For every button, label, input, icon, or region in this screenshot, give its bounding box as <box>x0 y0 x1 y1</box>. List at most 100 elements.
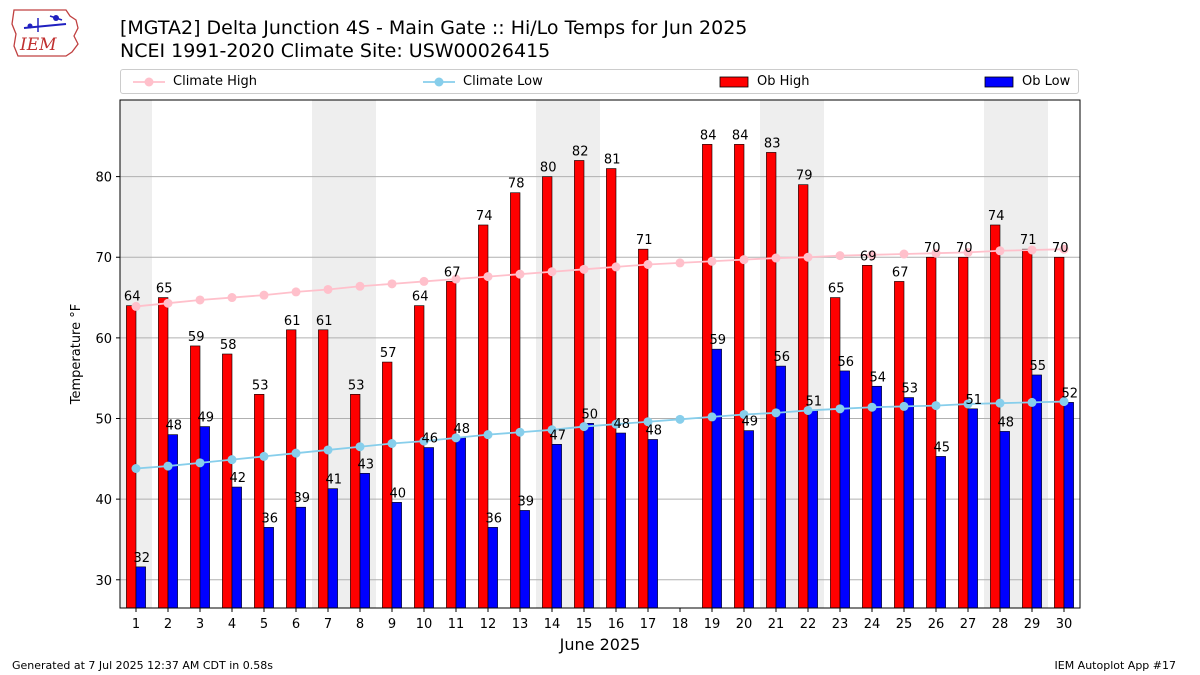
ob-low-bar-day-22 <box>807 410 818 608</box>
legend-label-climate-low: Climate Low <box>463 74 543 89</box>
ob-low-bar-day-27 <box>967 408 978 608</box>
x-tick-label-10: 10 <box>416 617 433 632</box>
ob-high-label-day-7: 61 <box>316 314 333 329</box>
x-tick-label-17: 17 <box>640 617 657 632</box>
x-tick-label-5: 5 <box>260 617 268 632</box>
ob-low-label-day-5: 36 <box>262 511 279 526</box>
ob-low-bar-day-1 <box>135 566 146 608</box>
climate-high-point-day-30 <box>1059 244 1069 254</box>
ob-high-bar-day-17 <box>638 248 649 608</box>
ob-high-label-day-23: 65 <box>828 282 845 297</box>
gridlines <box>120 176 1080 581</box>
ob-low-bar-day-11 <box>455 437 466 608</box>
ob-high-bar-day-20 <box>734 144 745 608</box>
ob-high-label-day-17: 71 <box>636 233 653 248</box>
climate-high-point-day-3 <box>195 295 205 305</box>
x-tick-label-3: 3 <box>196 617 204 632</box>
ob-high-bar-day-30 <box>1054 256 1065 608</box>
ob-high-bar-day-12 <box>478 224 489 608</box>
ob-high-bar-day-24 <box>862 265 873 608</box>
x-tick-label-20: 20 <box>736 617 753 632</box>
climate-low-point-day-13 <box>515 427 525 437</box>
x-tick-label-6: 6 <box>292 617 300 632</box>
ob-high-bar-day-26 <box>926 256 937 608</box>
ob-high-label-day-12: 74 <box>476 209 493 224</box>
climate-high-line <box>135 248 1065 308</box>
ob-low-bar-day-13 <box>519 510 530 608</box>
climate-high-point-day-20 <box>739 255 749 265</box>
ob-low-label-day-2: 48 <box>166 419 183 434</box>
climate-high-point-day-7 <box>323 284 333 294</box>
climate-high-point-day-10 <box>419 276 429 286</box>
ob-low-bar-day-2 <box>167 434 178 608</box>
chart-subtitle: NCEI 1991-2020 Climate Site: USW00026415 <box>120 40 551 62</box>
ob-low-bar-day-12 <box>487 527 498 608</box>
x-tick-label-16: 16 <box>608 617 625 632</box>
ob-low-label-day-8: 43 <box>358 457 375 472</box>
ob-low-label-day-1: 32 <box>134 551 151 566</box>
ob-low-bar-day-15 <box>583 423 594 608</box>
x-axis-label: June 2025 <box>559 635 641 654</box>
climate-low-point-day-4 <box>227 455 237 465</box>
climate-high-point-day-17 <box>643 259 653 269</box>
legend: Climate High Climate Low Ob High Ob Low <box>120 69 1079 94</box>
ob-low-bar-day-29 <box>1031 374 1042 608</box>
x-tick-label-15: 15 <box>576 617 593 632</box>
ob-low-label-day-6: 39 <box>294 491 311 506</box>
ob-low-bar-day-5 <box>263 527 274 608</box>
x-tick-label-14: 14 <box>544 617 561 632</box>
ob-high-label-day-5: 53 <box>252 378 269 393</box>
ob-low-label-day-15: 50 <box>582 407 599 422</box>
plot-frame <box>119 99 1081 609</box>
climate-low-point-day-22 <box>803 405 813 415</box>
climate-low-point-day-30 <box>1059 397 1069 407</box>
legend-item-ob-high: Ob High <box>719 70 810 93</box>
ob-low-label-day-21: 56 <box>774 350 791 365</box>
climate-high-point-day-1 <box>131 301 141 311</box>
climate-low-point-day-10 <box>419 436 429 446</box>
ob-low-label-day-11: 48 <box>454 422 471 437</box>
ob-low-label-day-3: 49 <box>198 411 215 426</box>
climate-low-point-day-18 <box>675 414 685 424</box>
climate-low-line-icon <box>423 77 455 86</box>
legend-item-climate-low: Climate Low <box>423 70 543 93</box>
ob-low-label-day-20: 49 <box>742 415 759 430</box>
climate-low-point-day-1 <box>131 464 141 474</box>
ob-high-bar-day-23 <box>830 297 841 608</box>
ob-low-label-day-17: 48 <box>646 423 663 438</box>
ob-high-bar-day-22 <box>798 184 809 608</box>
climate-high-point-day-25 <box>899 249 909 259</box>
climate-high-point-day-8 <box>355 281 365 291</box>
climate-low-point-day-6 <box>291 448 301 458</box>
climate-low-point-day-8 <box>355 442 365 452</box>
ob-low-label-day-7: 41 <box>326 473 343 488</box>
climate-high-point-day-24 <box>867 250 877 260</box>
ob-high-label-day-1: 64 <box>124 290 141 305</box>
climate-low-point-day-27 <box>963 399 973 409</box>
ob-high-label-day-13: 78 <box>508 177 525 192</box>
ob-low-label-day-24: 54 <box>870 370 887 385</box>
ob-low-bar-day-4 <box>231 486 242 608</box>
ob-high-bar-day-1 <box>126 305 137 608</box>
ob-low-label-day-10: 46 <box>422 432 439 447</box>
ob-low-bar-day-10 <box>423 447 434 608</box>
ob-high-bar-day-29 <box>1022 248 1033 608</box>
climate-low-point-day-9 <box>387 439 397 449</box>
ob-high-label-day-30: 70 <box>1052 241 1069 256</box>
ob-high-label-day-24: 69 <box>860 249 877 264</box>
x-tick-label-28: 28 <box>992 617 1009 632</box>
ob-high-bar-day-16 <box>606 168 617 608</box>
ob-low-label-day-23: 56 <box>838 355 855 370</box>
climate-high-point-day-9 <box>387 279 397 289</box>
climate-high-point-day-4 <box>227 293 237 303</box>
ob-high-bar-day-21 <box>766 152 777 608</box>
data-labels: 64 32 65 48 59 49 58 42 53 36 61 39 61 41 53 43 57 40 64 46… <box>124 128 1078 566</box>
ob-low-bar-day-19 <box>711 348 722 608</box>
ob-low-label-day-19: 59 <box>710 333 727 348</box>
y-tick-label-80: 80 <box>95 171 112 186</box>
ob-high-bar-day-2 <box>158 297 169 608</box>
ob-high-label-day-29: 71 <box>1020 233 1037 248</box>
climate-high-point-day-18 <box>675 258 685 268</box>
climate-low-point-day-17 <box>643 417 653 427</box>
climate-high-point-day-23 <box>835 251 845 261</box>
